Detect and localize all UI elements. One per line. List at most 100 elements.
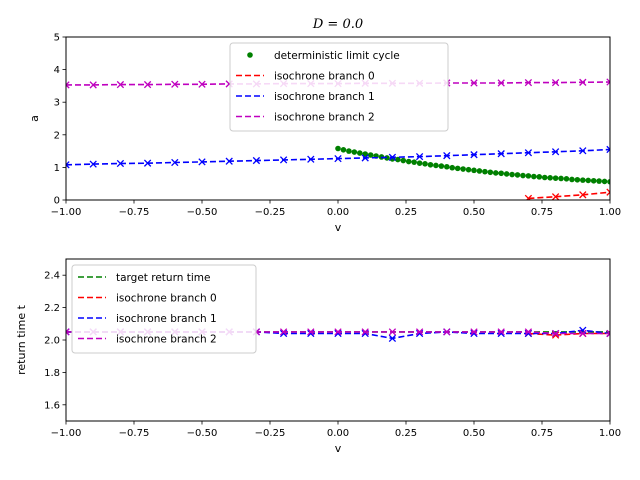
- data-point: [503, 171, 510, 177]
- y-tick-label: 0: [54, 196, 60, 207]
- x-tick-label: 0.75: [531, 207, 553, 218]
- series-line: [528, 191, 610, 200]
- legend: deterministic limit cycle isochrone branc…: [229, 42, 449, 132]
- marker-stroke: [525, 194, 533, 200]
- legend-label: isochrone branch 1: [116, 313, 217, 325]
- x-tick-label: −0.75: [119, 428, 150, 439]
- data-point-x-marker: [579, 78, 587, 86]
- marker-stroke: [606, 188, 610, 194]
- x-tick-label: 1.00: [599, 428, 621, 439]
- data-point-x-marker: [171, 158, 179, 167]
- x-tick-label: 1.00: [599, 207, 621, 218]
- data-point-x-marker: [470, 79, 478, 87]
- data-point-x-marker: [443, 328, 451, 336]
- marker-stroke: [225, 157, 233, 165]
- series-isochrone-branch-1: [66, 145, 610, 169]
- marker-stroke: [470, 151, 478, 159]
- data-point: [536, 174, 543, 180]
- legend-item: target return time: [78, 272, 210, 284]
- data-point: [367, 152, 374, 158]
- data-point: [525, 173, 532, 179]
- x-axis-label: v: [335, 221, 342, 234]
- bottom-plot-panel: −1.00 −0.75 −0.50 −0.25 0.00 0.25 0.50 0.75 1.00…: [15, 258, 621, 455]
- marker-stroke: [524, 149, 533, 157]
- data-point-x-marker: [524, 328, 533, 336]
- data-point-x-marker: [551, 78, 560, 87]
- data-point: [487, 169, 494, 176]
- data-point-x-marker: [524, 149, 533, 157]
- plot-area: −1.00 −0.75 −0.50 −0.25 0.00 0.25 0.50 0.75 1.00…: [28, 33, 621, 235]
- data-point: [531, 173, 537, 180]
- x-axis-label: v: [335, 442, 342, 455]
- data-point: [400, 157, 407, 164]
- data-point-x-marker: [388, 334, 397, 343]
- marker-stroke: [470, 79, 478, 87]
- legend-item: deterministic limit cycle: [247, 50, 400, 62]
- data-point: [498, 170, 505, 177]
- data-point: [433, 162, 439, 169]
- x-tick-label: 0.50: [463, 207, 485, 218]
- data-point-x-marker: [225, 157, 233, 165]
- y-tick-label: 2.0: [44, 336, 60, 347]
- legend-marker: [247, 52, 253, 58]
- data-point: [449, 164, 456, 171]
- marker-stroke: [198, 80, 206, 88]
- data-point: [558, 175, 564, 182]
- data-point: [547, 175, 553, 181]
- data-point-x-marker: [198, 158, 206, 166]
- y-axis-label: a: [28, 115, 41, 122]
- data-point-x-marker: [143, 80, 152, 89]
- data-point-x-marker: [89, 160, 97, 168]
- marker-stroke: [415, 328, 424, 336]
- marker-stroke: [579, 147, 587, 155]
- data-point-x-marker: [470, 328, 478, 336]
- x-tick-label: 0.25: [395, 428, 417, 439]
- data-point: [444, 163, 450, 170]
- marker-stroke: [171, 158, 179, 167]
- marker-stroke: [116, 159, 125, 168]
- data-point: [492, 170, 499, 176]
- series-deterministic-limit-cycle: [335, 145, 610, 185]
- x-tick-label: 0.25: [395, 207, 417, 218]
- legend: target return time isochrone branch 0 isoc…: [71, 264, 257, 354]
- data-point: [514, 172, 521, 178]
- legend-item: isochrone branch 1: [78, 313, 217, 325]
- legend-label: isochrone branch 0: [274, 71, 375, 83]
- marker-stroke: [361, 328, 369, 336]
- data-point-x-marker: [388, 328, 397, 336]
- data-point: [335, 145, 341, 152]
- marker-stroke: [89, 160, 97, 168]
- data-point-x-marker: [551, 193, 560, 200]
- data-point-x-marker: [334, 328, 342, 336]
- data-point-x-marker: [443, 152, 451, 160]
- marker-stroke: [606, 81, 610, 86]
- data-point-x-marker: [388, 153, 397, 161]
- data-point: [552, 175, 559, 181]
- data-point: [422, 161, 428, 167]
- marker-stroke: [443, 328, 451, 336]
- series-group: [66, 78, 610, 200]
- y-tick-label: 5: [54, 33, 60, 44]
- marker-stroke: [361, 154, 369, 162]
- plot-area: −1.00 −0.75 −0.50 −0.25 0.00 0.25 0.50 0.75 1.00…: [15, 258, 621, 455]
- y-tick-label: 4: [54, 65, 60, 76]
- data-point-x-marker: [579, 329, 587, 338]
- x-tick-label: 0.00: [327, 428, 349, 439]
- data-point-x-marker: [66, 161, 70, 169]
- data-point-x-marker: [551, 148, 560, 156]
- data-point-x-marker: [361, 328, 369, 336]
- data-point-x-marker: [307, 155, 315, 163]
- data-point-x-marker: [470, 151, 478, 159]
- data-point: [465, 166, 472, 173]
- data-point: [569, 176, 575, 183]
- marker-stroke: [66, 161, 70, 166]
- legend-label: isochrone branch 1: [274, 91, 375, 103]
- marker-stroke: [307, 155, 315, 163]
- marker-stroke: [66, 328, 70, 333]
- data-point: [596, 178, 602, 184]
- legend-label: deterministic limit cycle: [274, 50, 400, 62]
- marker-stroke: [579, 191, 587, 199]
- legend-item: isochrone branch 1: [236, 91, 375, 103]
- data-point-x-marker: [171, 80, 179, 88]
- x-tick-label: −0.25: [255, 207, 286, 218]
